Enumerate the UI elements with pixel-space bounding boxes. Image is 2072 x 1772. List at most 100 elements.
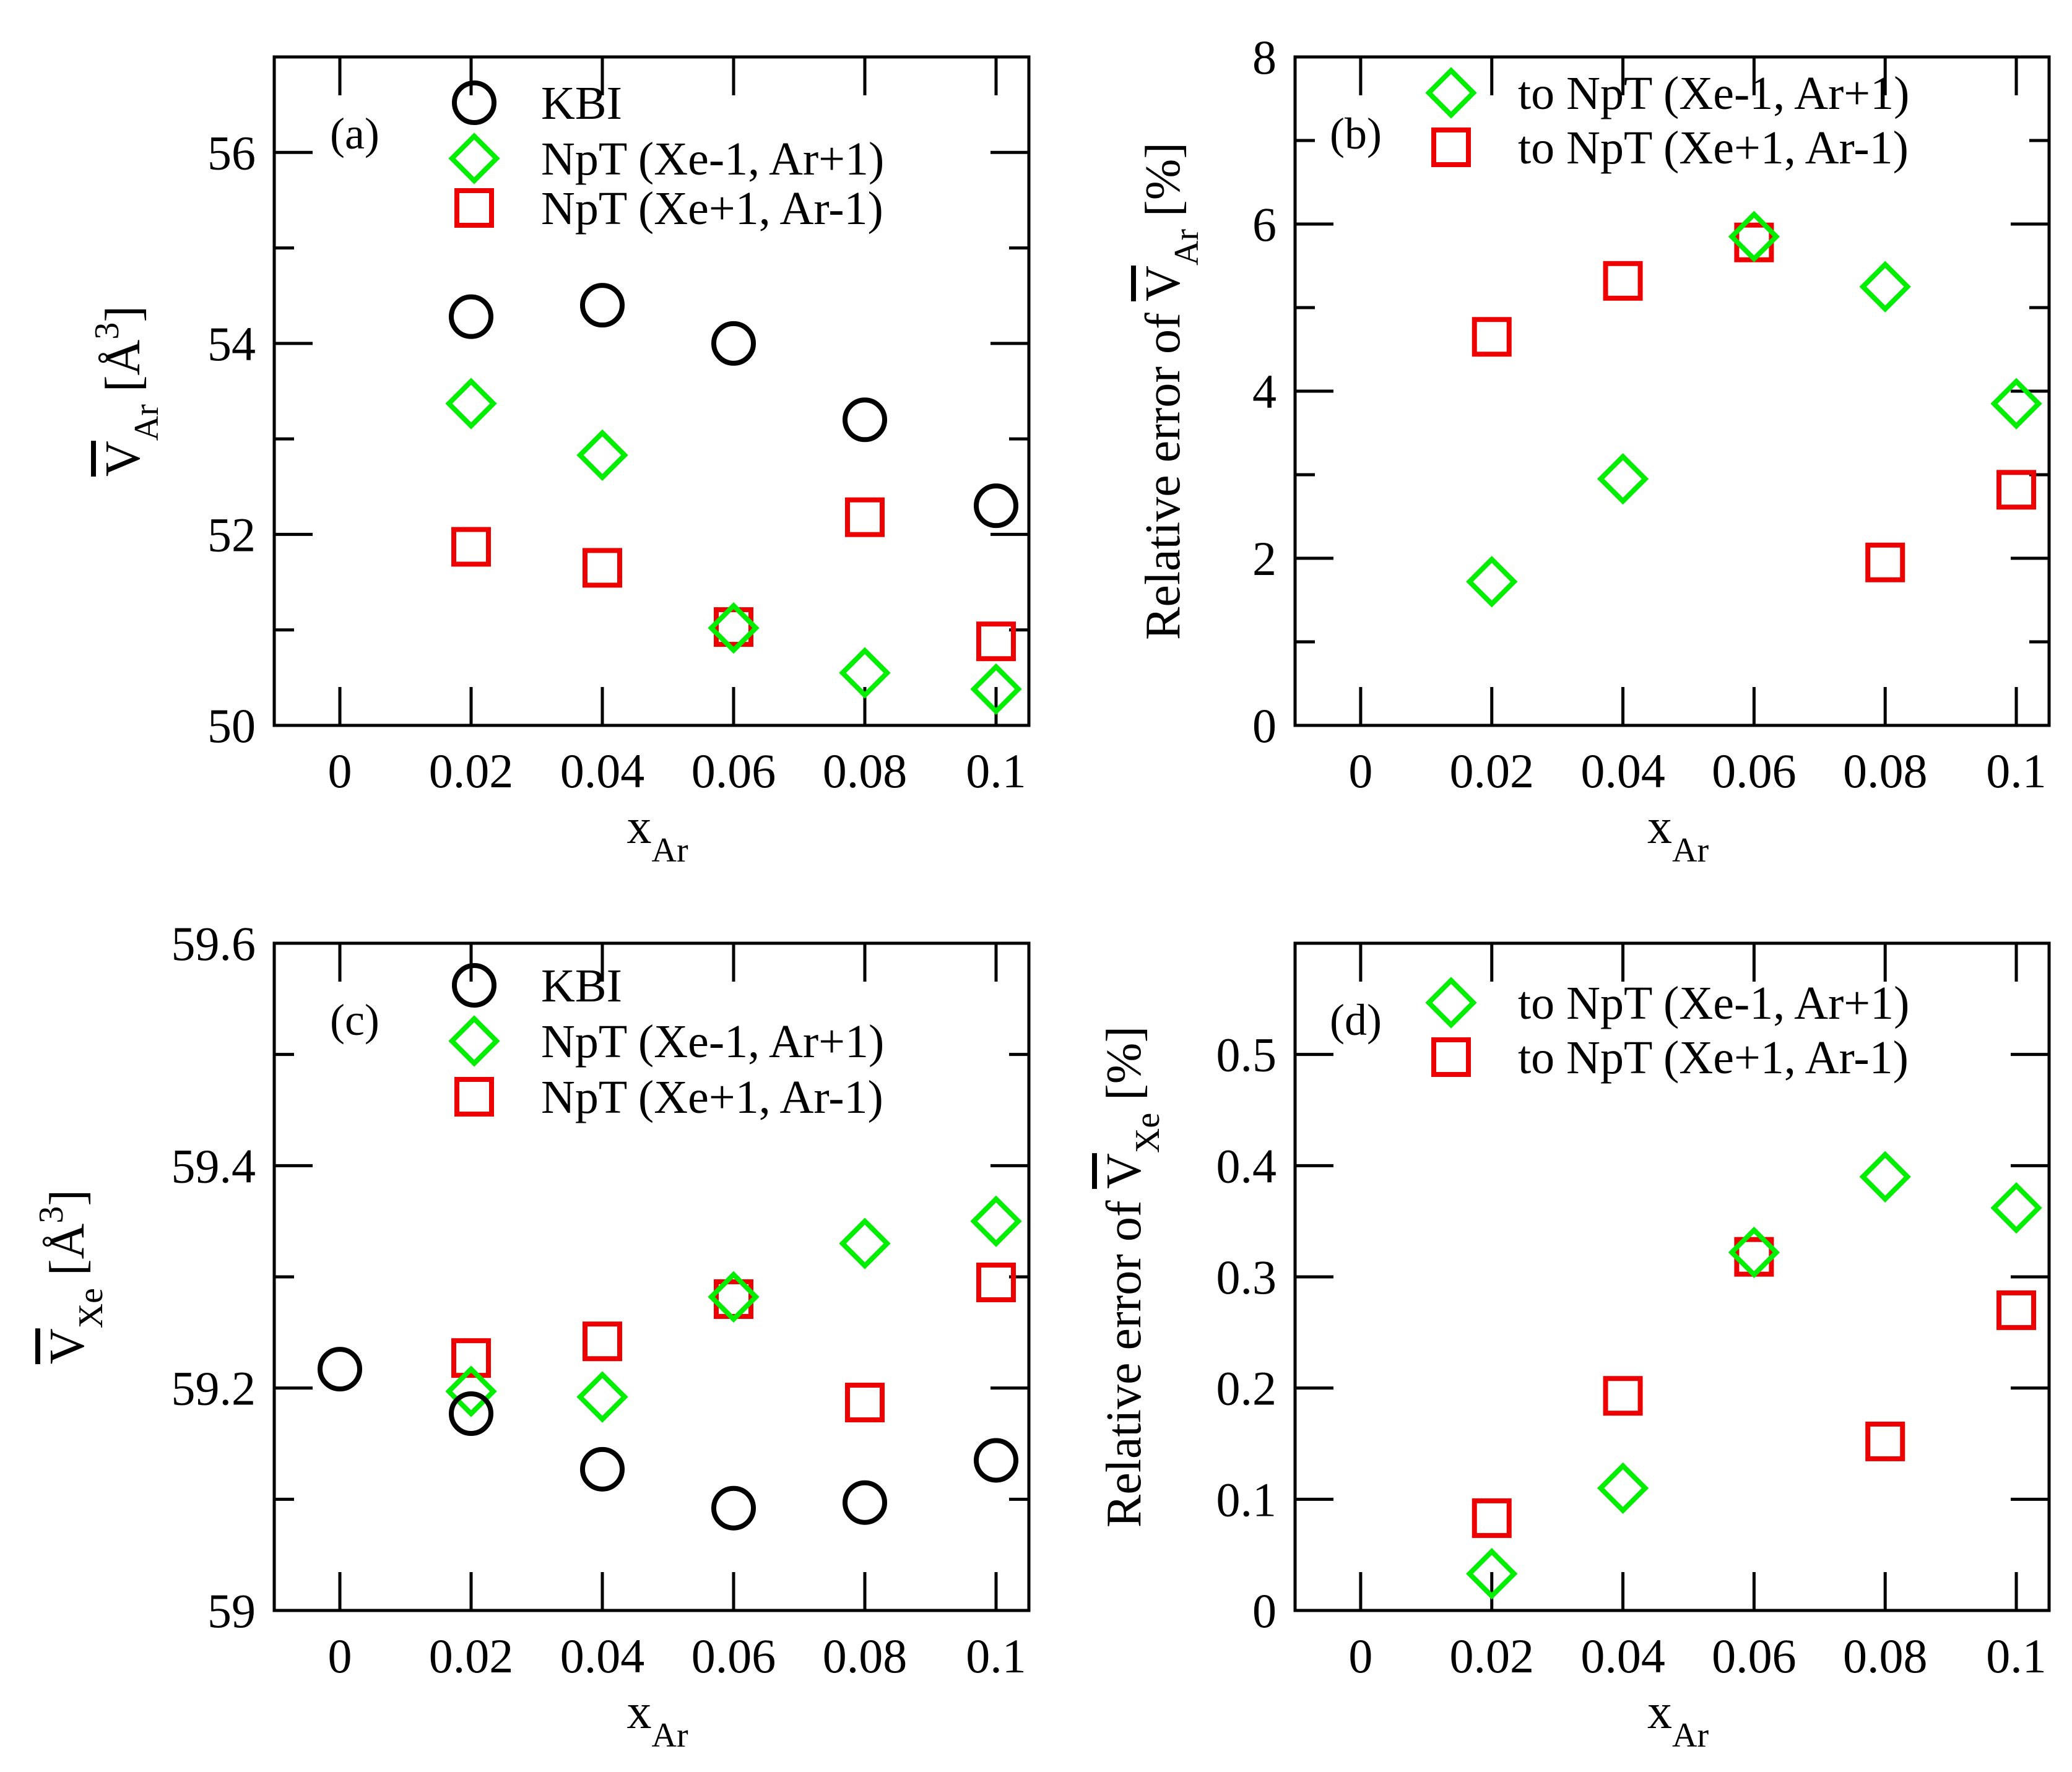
data-point-diamond <box>839 1217 891 1269</box>
data-point-diamond <box>708 1271 760 1323</box>
legend-marker-square <box>454 188 494 228</box>
x-tick-label: 0.08 <box>1843 744 1928 798</box>
y-axis-label-unit-close: ] <box>96 306 150 322</box>
series-diamond <box>445 378 1022 715</box>
y-tick-label: 52 <box>207 508 256 561</box>
y-tick-label: 2 <box>1252 532 1277 586</box>
y-axis-label-unit: Å <box>96 339 150 375</box>
data-point-diamond <box>970 663 1022 715</box>
y-axis-label-base: V <box>1097 1153 1151 1189</box>
panel-label: (b) <box>1330 109 1382 158</box>
x-tick-label: 0.1 <box>1986 1629 2047 1683</box>
panel-label: (a) <box>330 109 379 158</box>
data-point-circle <box>580 1446 625 1492</box>
y-axis-label-unit-close: ] <box>40 1190 95 1206</box>
y-tick-label: 54 <box>207 317 256 371</box>
series-circle <box>318 1347 1018 1531</box>
x-tick-label: 0.04 <box>1580 744 1665 798</box>
y-tick-label: 8 <box>1252 30 1277 84</box>
y-tick-label: 56 <box>207 126 256 179</box>
legend: to NpT (Xe-1, Ar+1)to NpT (Xe+1, Ar-1) <box>1425 977 1909 1084</box>
data-point-square <box>976 621 1016 662</box>
x-axis-label-sub: Ar <box>1672 1716 1709 1755</box>
y-axis-label-base: V <box>96 441 150 477</box>
y-tick-label: 4 <box>1252 365 1277 418</box>
y-axis-label-base: V <box>40 1328 95 1364</box>
x-tick-label: 0 <box>328 744 352 798</box>
y-axis-label-prefix: Relative error of <box>1136 301 1190 640</box>
legend-marker-circle <box>452 963 496 1008</box>
x-tick-label: 0.02 <box>429 744 514 798</box>
y-tick-label: 0.2 <box>1216 1362 1277 1415</box>
y-axis-label-unit: % <box>1097 1043 1151 1084</box>
series-circle <box>449 283 1018 529</box>
data-point-square <box>1996 1290 2037 1330</box>
data-point-diamond <box>1597 1462 1649 1515</box>
legend-label: to NpT (Xe-1, Ar+1) <box>1518 977 1909 1029</box>
legend-marker-diamond <box>1425 67 1477 119</box>
data-point-diamond <box>1859 1151 1911 1203</box>
data-point-square <box>1472 1498 1512 1538</box>
y-tick-label: 59.2 <box>171 1362 256 1415</box>
data-point-square <box>1603 1376 1643 1416</box>
y-axis-label-unit-open: [ <box>40 1259 95 1276</box>
x-tick-label: 0 <box>328 1629 352 1683</box>
panel-d: 0 0.02 0.04 0.06 0.08 0.1 0 0.1 0.2 0.3 0.4 0.5 xAr R… <box>1097 941 2051 1755</box>
legend-marker-diamond <box>448 1015 500 1067</box>
y-axis-label-unit-sup: 3 <box>88 322 126 340</box>
data-point-circle <box>711 321 756 366</box>
series-square <box>451 1262 1016 1423</box>
series-square <box>1472 222 2037 582</box>
data-point-square <box>976 1262 1016 1302</box>
data-point-square <box>1472 317 1512 357</box>
data-point-diamond <box>1466 556 1518 608</box>
data-point-diamond <box>1728 1226 1780 1279</box>
data-point-circle <box>974 1438 1018 1483</box>
legend-label: NpT (Xe-1, Ar+1) <box>541 133 884 185</box>
y-axis-label-unit-sup: 3 <box>32 1206 71 1224</box>
data-point-square <box>845 497 885 537</box>
y-axis-label-space <box>96 392 150 404</box>
x-axis-label-base: x <box>1647 800 1672 854</box>
y-axis-label-unit: Å <box>40 1223 95 1259</box>
y-axis-label-space <box>1136 217 1190 229</box>
data-point-circle <box>974 483 1018 529</box>
x-tick-label: 0.08 <box>823 1629 908 1683</box>
data-point-diamond <box>1597 453 1649 505</box>
x-tick-label: 0.04 <box>1580 1629 1665 1683</box>
y-axis-label-sub: Xe <box>72 1288 110 1328</box>
data-point-square <box>845 1383 885 1423</box>
data-point-diamond <box>708 602 760 654</box>
legend-marker-square <box>454 1077 494 1117</box>
x-axis-label-base: x <box>627 800 652 854</box>
data-point-diamond <box>445 378 497 430</box>
legend-label: to NpT (Xe+1, Ar-1) <box>1518 122 1909 174</box>
y-axis-label-prefix: Relative error of <box>1097 1189 1151 1528</box>
x-tick-label: 0.1 <box>1986 744 2047 798</box>
data-point-square <box>583 548 622 588</box>
y-axis-label: VAr [Å3] <box>88 306 166 477</box>
y-tick-label: 59.6 <box>171 917 256 970</box>
x-axis-label: xAr <box>627 800 688 870</box>
data-point-diamond <box>445 1365 497 1417</box>
x-tick-label: 0 <box>1348 1629 1372 1683</box>
legend-label: to NpT (Xe-1, Ar+1) <box>1518 67 1909 119</box>
data-point-square <box>451 527 491 567</box>
y-tick-label: 59.4 <box>171 1139 256 1193</box>
y-axis-label: VXe [Å3] <box>32 1190 110 1364</box>
legend-label: NpT (Xe-1, Ar+1) <box>541 1016 884 1068</box>
y-tick-label: 0 <box>1252 699 1277 753</box>
series-diamond <box>445 1195 1022 1423</box>
data-point-circle <box>318 1347 362 1392</box>
plot-frame <box>272 55 1031 727</box>
y-axis-label-space <box>40 1276 95 1288</box>
data-point-square <box>1603 261 1643 301</box>
x-tick-label: 0.1 <box>966 1629 1026 1683</box>
y-tick-label: 59 <box>207 1584 256 1638</box>
x-tick-label: 0.06 <box>1712 744 1797 798</box>
x-tick-label: 0 <box>1348 744 1372 798</box>
legend-marker-square <box>1431 127 1471 167</box>
legend-label: KBI <box>541 960 622 1012</box>
data-point-circle <box>843 397 887 443</box>
x-tick-label: 0.06 <box>691 1629 776 1683</box>
